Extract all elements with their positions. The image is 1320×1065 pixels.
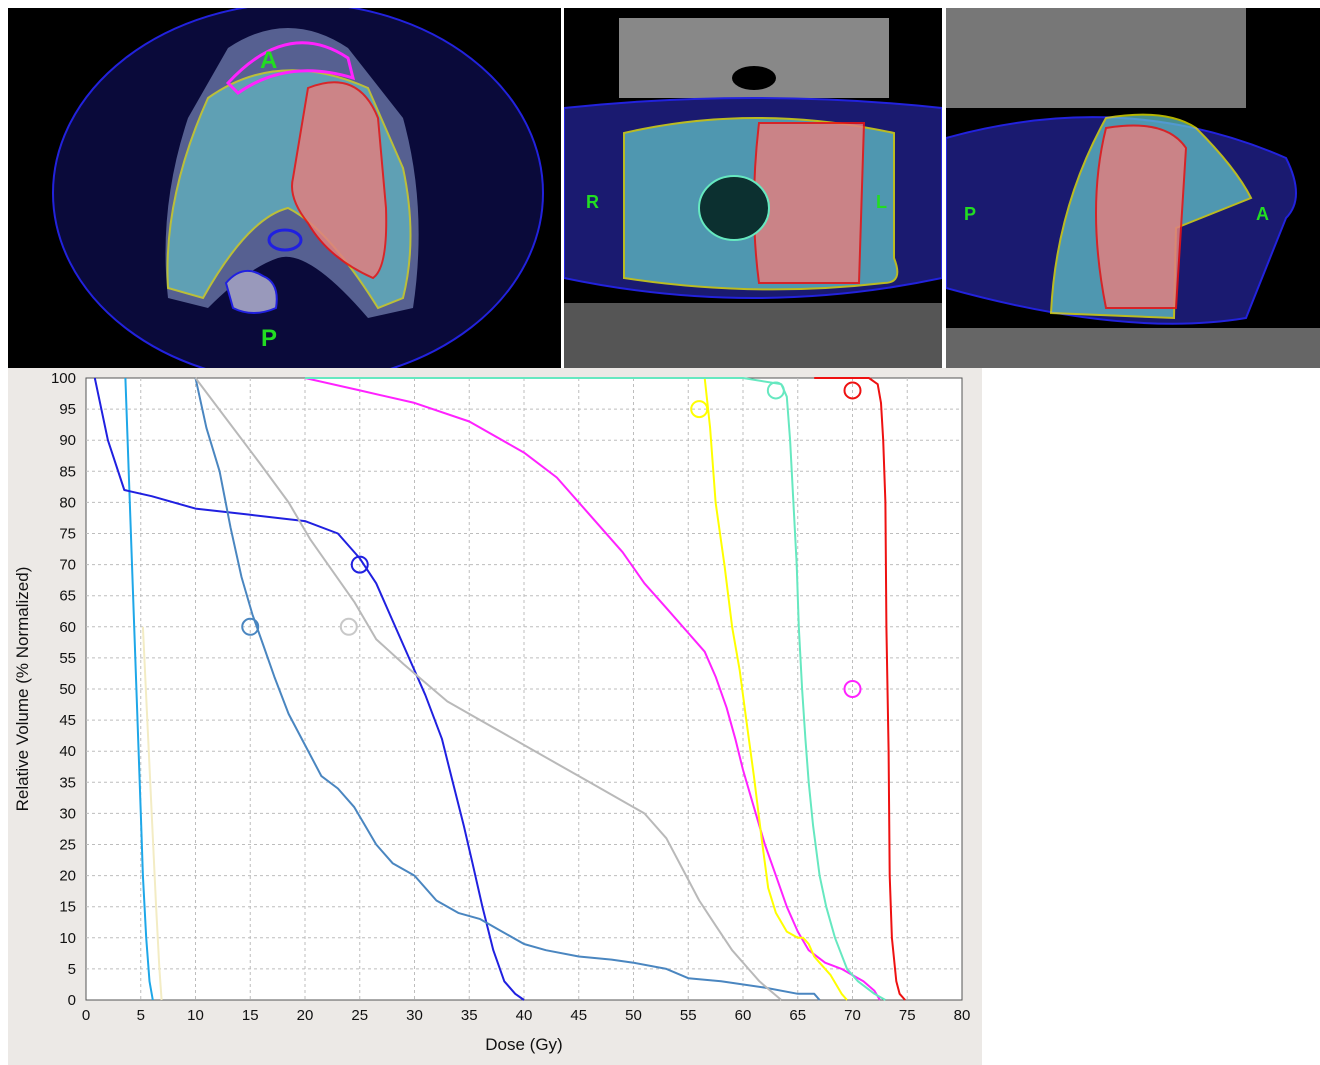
y-tick-label: 85: [59, 463, 76, 480]
x-tick-label: 55: [680, 1007, 697, 1024]
constraint-marker-0: [350, 555, 369, 574]
tick-labels: 0 5 10 15 20 25 30 35 40 45 50 55 60 65 70 75 80 0 5 10 15 20…: [51, 370, 970, 1024]
dvh-chart: 0 5 10 15 20 25 30 35 40 45 50 55 60 65 70 75 80 0 5 10 15 20…: [13, 370, 970, 1054]
dvh-series-line-7: [305, 377, 886, 1001]
y-tick-label: 35: [59, 774, 76, 791]
y-tick-label: 100: [51, 370, 76, 387]
constraint-marker-6: [843, 680, 862, 698]
dvh-series-line-8: [814, 377, 906, 1001]
y-tick-label: 0: [68, 992, 76, 1009]
x-tick-label: 35: [461, 1007, 478, 1024]
y-tick-label: 95: [59, 401, 76, 418]
spinal-cord-contour: [267, 228, 303, 252]
x-tick-label: 30: [406, 1007, 423, 1024]
ct-coronal-view: R L: [564, 8, 942, 368]
dvh-series-line-1: [141, 626, 163, 1001]
y-tick-label: 40: [59, 743, 76, 760]
y-tick-label: 65: [59, 588, 76, 605]
dvh-series-line-2: [93, 377, 525, 1001]
constraint-marker-1: [241, 617, 260, 636]
x-tick-label: 60: [735, 1007, 752, 1024]
y-tick-label: 55: [59, 650, 76, 667]
coronal-label-right: R: [586, 192, 599, 212]
axial-label-posterior: P: [261, 325, 277, 352]
coronal-label-left: L: [876, 192, 887, 212]
constraint-markers: [241, 381, 862, 698]
y-tick-label: 80: [59, 494, 76, 511]
dvh-series-line-3: [194, 377, 821, 1001]
y-tick-label: 20: [59, 868, 76, 885]
dvh-series-line-5: [304, 377, 881, 1001]
y-tick-label: 15: [59, 899, 76, 916]
constraint-marker-5: [843, 381, 862, 400]
y-tick-label: 25: [59, 837, 76, 854]
x-axis-title: Dose (Gy): [485, 1035, 562, 1054]
x-tick-label: 20: [297, 1007, 314, 1024]
dvh-series-line-4: [194, 377, 782, 1001]
x-tick-label: 65: [789, 1007, 806, 1024]
x-tick-label: 5: [137, 1007, 145, 1024]
ct-axial-view: A P: [8, 8, 561, 368]
constraint-marker-3: [690, 400, 709, 419]
y-tick-label: 50: [59, 681, 76, 698]
dvh-chart-panel: 0 5 10 15 20 25 30 35 40 45 50 55 60 65 70 75 80 0 5 10 15 20…: [8, 368, 982, 1065]
axial-label-anterior: A: [260, 47, 277, 74]
grid: [86, 378, 962, 1000]
x-tick-label: 40: [516, 1007, 533, 1024]
x-tick-label: 45: [570, 1007, 587, 1024]
y-tick-label: 60: [59, 619, 76, 636]
x-tick-label: 25: [351, 1007, 368, 1024]
x-tick-label: 70: [844, 1007, 861, 1024]
constraint-marker-4: [766, 381, 785, 400]
y-tick-label: 5: [68, 961, 76, 978]
constraint-marker-2: [339, 617, 358, 636]
magenta-contour: [225, 41, 356, 95]
sagittal-label-posterior: P: [964, 204, 976, 224]
y-tick-label: 30: [59, 805, 76, 822]
x-tick-label: 0: [82, 1007, 90, 1024]
y-tick-label: 10: [59, 930, 76, 947]
x-tick-label: 80: [954, 1007, 971, 1024]
y-tick-label: 90: [59, 432, 76, 449]
gtv-red-contour: [291, 81, 388, 280]
x-tick-label: 75: [899, 1007, 916, 1024]
dvh-series-line-6: [703, 377, 848, 1001]
x-tick-label: 50: [625, 1007, 642, 1024]
series-lines: [93, 377, 906, 1001]
sagittal-label-anterior: A: [1256, 204, 1269, 224]
x-tick-label: 15: [242, 1007, 259, 1024]
y-tick-label: 70: [59, 557, 76, 574]
ct-sagittal-view: P A: [946, 8, 1320, 368]
y-axis-title: Relative Volume (% Normalized): [13, 567, 32, 812]
y-tick-label: 75: [59, 526, 76, 543]
y-tick-label: 45: [59, 712, 76, 729]
x-tick-label: 10: [187, 1007, 204, 1024]
